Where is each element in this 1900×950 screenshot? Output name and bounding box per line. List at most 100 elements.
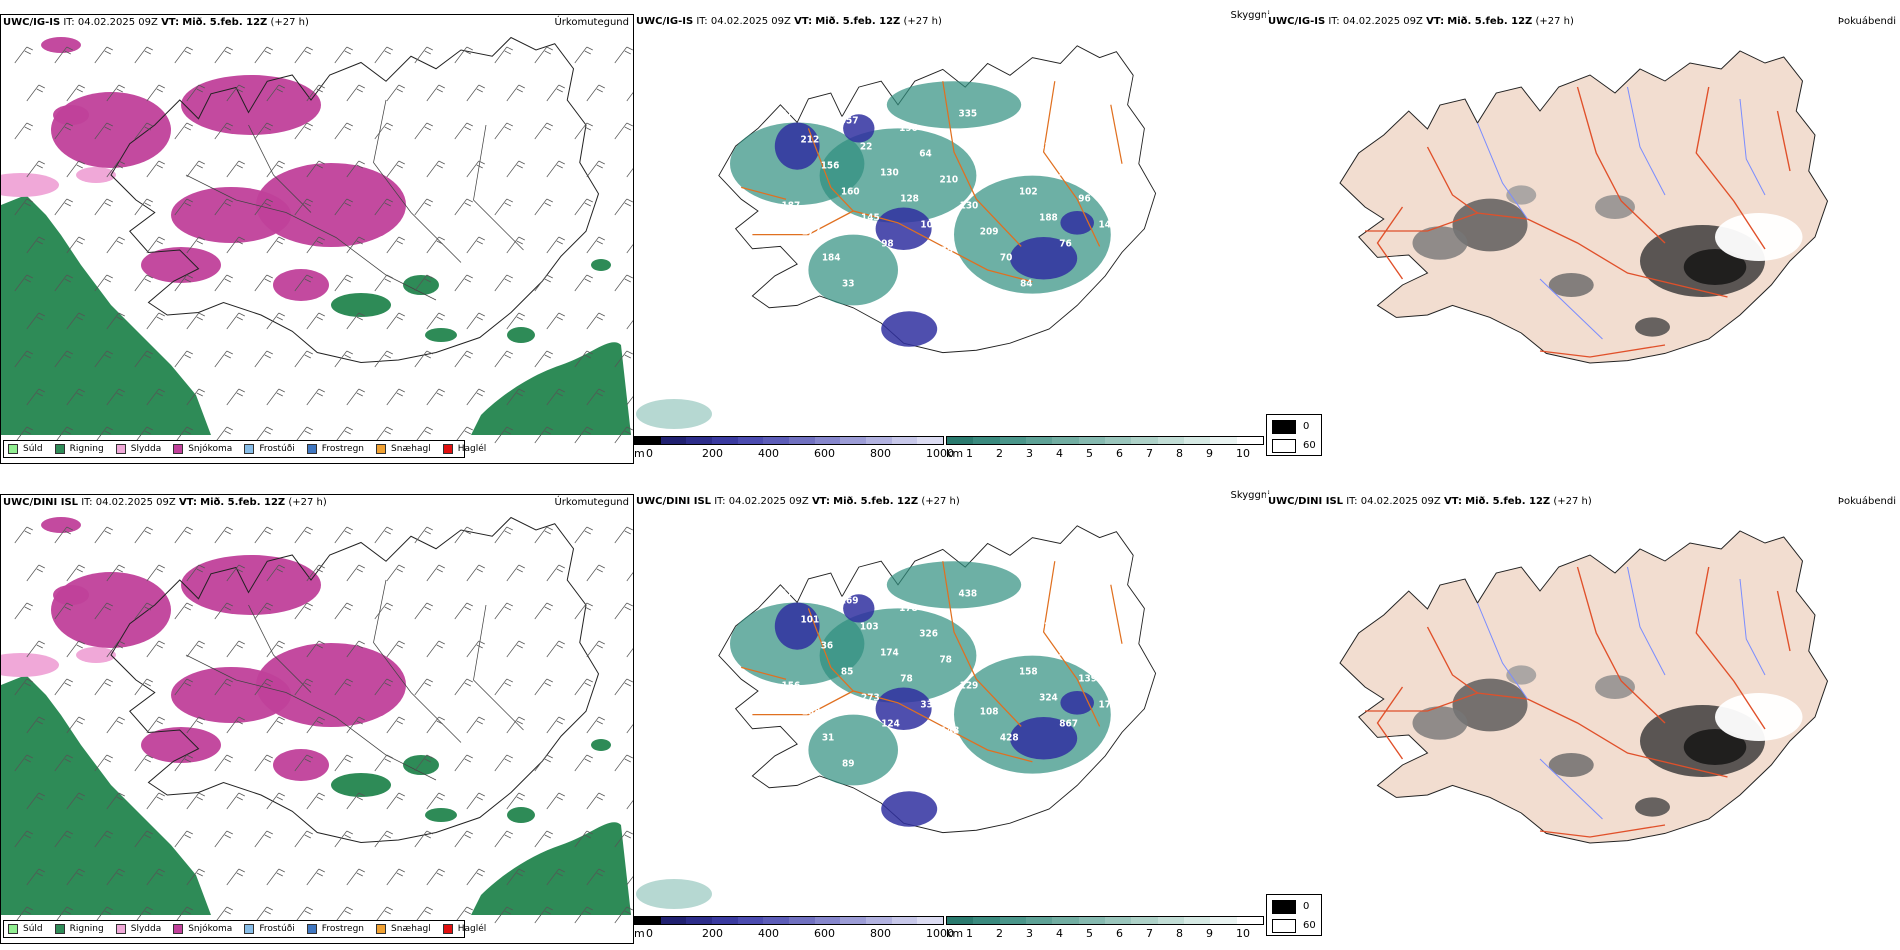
- colorbar-tick: 4: [1056, 447, 1063, 460]
- legend-label: Snjókoma: [188, 444, 233, 454]
- legend-label: Haglél: [457, 924, 487, 934]
- visibility-value: 33: [842, 278, 854, 289]
- visibility-value: 46: [1097, 149, 1109, 160]
- visibility-value: 177: [802, 226, 821, 237]
- visibility-value: 335: [920, 699, 939, 710]
- visibility-map: 279 357 196 335 101 97 212 22 64 167 41 46 156 130 210…: [636, 45, 1157, 429]
- colorbar-gradient: [946, 436, 1264, 445]
- visibility-value: 273: [861, 692, 880, 703]
- visibility-value: 101: [801, 614, 820, 625]
- visibility-value: 143: [1098, 219, 1117, 230]
- colorbar-tick: 400: [758, 927, 779, 940]
- colorbar-tick: 8: [1176, 447, 1183, 460]
- legend-label: Slydda: [130, 444, 162, 454]
- visibility-value: 158: [1019, 666, 1038, 677]
- colorbar-tick: 9: [1206, 447, 1213, 460]
- legend-swatch: [8, 444, 18, 454]
- visibility-value: 67: [1038, 621, 1050, 632]
- legend-label: Súld: [23, 924, 43, 934]
- visibility-value: 102: [1019, 186, 1038, 197]
- legend-label: Frostregn: [321, 444, 365, 454]
- legend-item-6: Snæhagl: [376, 924, 431, 934]
- legend-label: Rigning: [69, 444, 104, 454]
- colorbar-tick: 5: [1086, 927, 1093, 940]
- legend-label: Rigning: [69, 924, 104, 934]
- legend-label: Snæhagl: [391, 444, 431, 454]
- legend-swatch: [54, 924, 65, 934]
- visibility-value: 148: [941, 725, 960, 736]
- visibility-value: 428: [1000, 732, 1019, 743]
- colorbar-tick: 6: [1116, 927, 1123, 940]
- visibility-colorbar-m: m 0 200 400 600 800 1000: [634, 436, 954, 462]
- legend-swatch: [306, 444, 317, 454]
- legend-label: Súld: [23, 444, 43, 454]
- colorbar-tick: 1000: [926, 927, 954, 940]
- visibility-value: 108: [1097, 629, 1116, 640]
- panel-header: UWC/DINI ISL IT: 04.02.2025 09Z VT: Mið.…: [3, 497, 327, 508]
- colorbar-tick: 2: [996, 447, 1003, 460]
- precip-legend: Súld Rigning Slydda Snjókoma Frostúði Frostre…: [3, 920, 486, 938]
- colorbar-tick: 7: [1146, 927, 1153, 940]
- legend-item-5: Frostregn: [306, 924, 364, 934]
- legend-label: Snjókoma: [188, 924, 233, 934]
- visibility-value: 101: [1018, 115, 1037, 126]
- colorbar-unit: m: [634, 927, 645, 940]
- fog-legend: 0 60: [1266, 894, 1322, 936]
- colorbar-tick: 6: [1116, 447, 1123, 460]
- precip-map: [1, 516, 633, 924]
- visibility-value: 867: [1059, 718, 1078, 729]
- visibility-value: 188: [1039, 212, 1058, 223]
- colorbar-unit: km: [946, 447, 964, 460]
- visibility-value: 108: [980, 706, 999, 717]
- colorbar-tick: 200: [702, 927, 723, 940]
- legend-swatch: [115, 924, 126, 934]
- legend-swatch: [244, 924, 255, 934]
- colorbar-gradient: [634, 436, 944, 445]
- colorbar-tick: 600: [814, 927, 835, 940]
- visibility-value: 187: [782, 200, 801, 211]
- visibility-value: 357: [840, 115, 859, 126]
- visibility-colorbar-km: km 1 2 3 4 5 6 7 8 9 10: [946, 916, 1264, 942]
- legend-item-6: Snæhagl: [376, 444, 431, 454]
- colorbar-tick: 800: [870, 447, 891, 460]
- legend-item-4: Frostúði: [244, 444, 295, 454]
- legend-swatch: [115, 444, 126, 454]
- visibility-value: 85: [841, 666, 853, 677]
- legend-swatch: [244, 444, 255, 454]
- panel-header: UWC/IG-IS IT: 04.02.2025 09Z VT: Mið. 5.…: [3, 17, 309, 28]
- visibility-value: 475: [780, 588, 799, 599]
- legend-item-5: Frostregn: [306, 444, 365, 454]
- visibility-value: 196: [899, 123, 918, 134]
- visibility-value: 33: [961, 751, 973, 762]
- precip-legend: Súld Rigning Slydda Snjókoma Frostúði Frostre…: [3, 440, 486, 458]
- panel-title: Úrkomutegund: [554, 17, 629, 28]
- legend-item-7: Haglél: [442, 924, 487, 934]
- visibility-value: 17: [999, 640, 1011, 651]
- colorbar-tick: 0: [646, 447, 653, 460]
- visibility-value: 84: [1020, 278, 1032, 289]
- panel-header: UWC/IG-IS IT: 04.02.2025 09Z VT: Mið. 5.…: [636, 16, 942, 27]
- legend-item-1: Rigning: [54, 924, 104, 934]
- visibility-value: 102: [920, 219, 939, 230]
- visibility-panel-row1: UWC/IG-IS IT: 04.02.2025 09Z VT: Mið. 5.…: [634, 10, 1270, 464]
- legend-swatch: [173, 924, 184, 934]
- visibility-value: 78: [939, 654, 951, 665]
- colorbar-gradient: [946, 916, 1264, 925]
- colorbar-tick: 400: [758, 447, 779, 460]
- visibility-value: 97: [1077, 123, 1089, 134]
- colorbar-unit: km: [946, 927, 964, 940]
- precip-panel-row2: UWC/DINI ISL IT: 04.02.2025 09Z VT: Mið.…: [0, 494, 634, 944]
- visibility-map: 475 169 178 438 966 12 101 103 326 180 67 108 36 174 7…: [636, 525, 1157, 909]
- legend-item-2: Slydda: [115, 924, 161, 934]
- legend-swatch: [8, 924, 18, 934]
- legend-swatch: [442, 444, 453, 454]
- colorbar-unit: m: [634, 447, 645, 460]
- legend-item-3: Snjókoma: [173, 444, 232, 454]
- visibility-panel-row2: UWC/DINI ISL IT: 04.02.2025 09Z VT: Mið.…: [634, 490, 1270, 944]
- legend-swatch: [442, 924, 453, 934]
- legend-item-3: Snjókoma: [173, 924, 232, 934]
- colorbar-tick: 10: [1236, 927, 1250, 940]
- colorbar-tick: 1000: [926, 447, 954, 460]
- visibility-value: 160: [841, 186, 860, 197]
- visibility-value: 178: [899, 603, 918, 614]
